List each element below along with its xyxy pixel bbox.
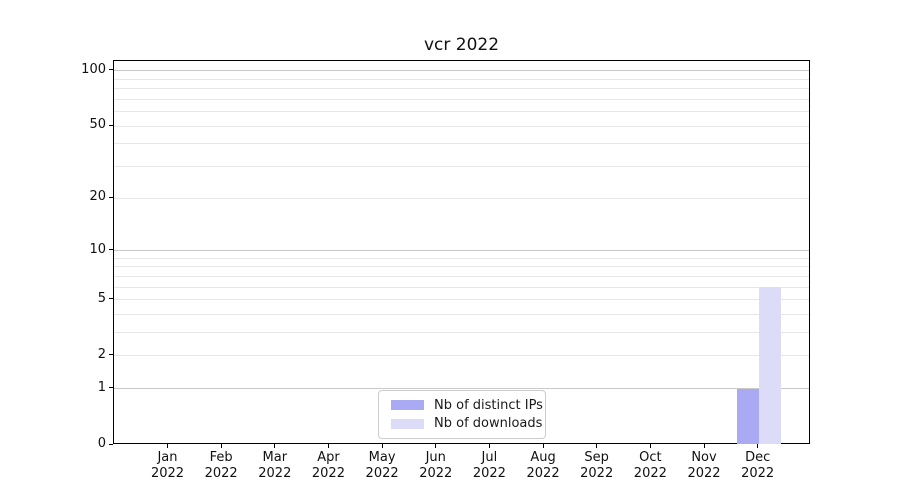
legend-swatch-distinct-ips bbox=[391, 400, 424, 411]
y-tick-mark-100 bbox=[109, 69, 113, 71]
x-tick-label-feb: Feb 2022 bbox=[204, 450, 238, 481]
x-tick-mark-jun bbox=[435, 444, 437, 448]
gridline-y-50 bbox=[114, 125, 809, 127]
y-tick-label-10: 10 bbox=[89, 241, 106, 257]
gridline-y-5 bbox=[114, 299, 809, 301]
x-tick-mark-jan bbox=[167, 444, 168, 448]
y-tick-mark-20 bbox=[109, 196, 113, 198]
plot-area bbox=[113, 60, 810, 444]
legend-label-downloads: Nb of downloads bbox=[434, 416, 543, 432]
y-tick-label-50: 50 bbox=[89, 117, 106, 133]
y-tick-mark-2 bbox=[109, 354, 113, 356]
x-tick-label-dec: Dec 2022 bbox=[741, 450, 775, 481]
y-tick-label-0: 0 bbox=[97, 436, 106, 451]
x-tick-label-mar: Mar 2022 bbox=[258, 450, 292, 481]
bar-dec-downloads bbox=[758, 287, 781, 444]
x-tick-label-jun: Jun 2022 bbox=[419, 450, 453, 481]
legend-swatch-downloads bbox=[391, 418, 424, 429]
gridline-y-7 bbox=[114, 275, 809, 277]
x-tick-label-jul: Jul 2022 bbox=[472, 450, 506, 481]
bar-dec-distinct-ips bbox=[736, 388, 759, 444]
gridline-y-30 bbox=[114, 166, 809, 168]
x-tick-mark-mar bbox=[274, 444, 276, 448]
gridline-y-1 bbox=[114, 388, 809, 390]
x-tick-label-apr: Apr 2022 bbox=[311, 450, 345, 481]
x-tick-mark-apr bbox=[327, 444, 329, 448]
x-tick-mark-feb bbox=[220, 444, 222, 448]
y-tick-mark-1 bbox=[109, 387, 113, 389]
gridline-y-20 bbox=[114, 197, 809, 199]
gridline-y-80 bbox=[114, 88, 809, 90]
x-tick-label-jan: Jan 2022 bbox=[150, 450, 185, 481]
legend: Nb of distinct IPs Nb of downloads bbox=[378, 390, 546, 439]
x-tick-mark-oct bbox=[649, 444, 651, 448]
gridline-y-60 bbox=[114, 111, 809, 113]
gridline-y-4 bbox=[114, 314, 809, 315]
x-tick-mark-may bbox=[381, 444, 383, 448]
legend-item-downloads: Nb of downloads bbox=[391, 415, 542, 434]
x-tick-mark-jul bbox=[488, 444, 490, 448]
y-tick-mark-0 bbox=[109, 443, 113, 445]
gridline-y-9 bbox=[114, 257, 809, 259]
legend-label-distinct-ips: Nb of distinct IPs bbox=[434, 397, 543, 413]
gridline-y-70 bbox=[114, 98, 809, 100]
x-tick-mark-dec bbox=[757, 444, 759, 448]
x-tick-label-nov: Nov 2022 bbox=[687, 450, 721, 481]
gridline-y-40 bbox=[114, 143, 809, 145]
y-tick-label-100: 100 bbox=[81, 61, 106, 77]
gridline-y-2 bbox=[114, 355, 809, 357]
gridline-y-100 bbox=[114, 70, 809, 72]
x-tick-label-aug: Aug 2022 bbox=[526, 450, 560, 481]
gridline-y-8 bbox=[114, 266, 809, 268]
x-tick-mark-nov bbox=[703, 444, 705, 448]
gridline-y-6 bbox=[114, 286, 809, 288]
chart-title: vcr 2022 bbox=[423, 35, 500, 55]
y-tick-label-5: 5 bbox=[97, 290, 106, 306]
x-tick-label-sep: Sep 2022 bbox=[580, 450, 614, 481]
x-tick-mark-aug bbox=[542, 444, 544, 448]
y-tick-label-2: 2 bbox=[97, 346, 106, 362]
y-tick-label-1: 1 bbox=[97, 379, 106, 395]
legend-item-distinct-ips: Nb of distinct IPs bbox=[391, 396, 543, 415]
y-tick-label-20: 20 bbox=[89, 189, 106, 205]
y-tick-mark-10 bbox=[109, 249, 113, 251]
x-tick-mark-sep bbox=[596, 444, 598, 448]
gridline-y-10 bbox=[114, 250, 809, 252]
y-tick-mark-50 bbox=[109, 124, 113, 126]
y-tick-mark-5 bbox=[109, 298, 113, 300]
gridline-y-90 bbox=[114, 78, 809, 80]
x-tick-label-oct: Oct 2022 bbox=[633, 450, 667, 481]
gridline-y-3 bbox=[114, 332, 809, 334]
x-tick-label-may: May 2022 bbox=[365, 450, 399, 481]
